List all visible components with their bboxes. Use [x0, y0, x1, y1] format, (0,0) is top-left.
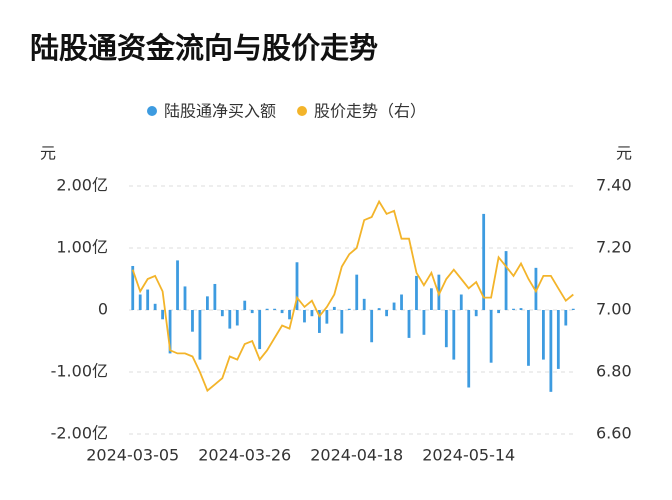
bar [168, 310, 172, 354]
bar [146, 289, 150, 310]
bar [213, 283, 217, 310]
bar [534, 267, 538, 310]
bar [206, 296, 209, 310]
bar [265, 308, 269, 310]
bar [564, 310, 568, 326]
bar [519, 308, 523, 310]
y2-tick-label: 6.60 [596, 424, 632, 443]
bar [153, 303, 157, 310]
bar [191, 310, 194, 332]
bar [228, 310, 232, 329]
bar [303, 310, 306, 323]
price-line [131, 199, 574, 393]
bar [527, 310, 530, 366]
x-tick-label: 2024-04-18 [310, 446, 403, 465]
y-tick-label: -1.00亿 [51, 362, 108, 381]
bar [183, 286, 187, 310]
bar [549, 310, 553, 392]
bar [235, 310, 239, 326]
bar [362, 298, 366, 310]
bar [504, 251, 508, 310]
bar [220, 310, 224, 317]
bar [161, 310, 164, 320]
bar [459, 294, 463, 310]
y-axis-label: 元 [40, 144, 56, 163]
bar [512, 308, 515, 310]
bar [422, 310, 426, 335]
bar [250, 310, 254, 314]
bar [176, 260, 179, 310]
y2-axis-label: 元 [616, 144, 632, 163]
bar [280, 310, 284, 314]
y2-tick-label: 7.20 [596, 238, 632, 257]
y-tick-label: 1.00亿 [56, 238, 108, 257]
bar [385, 310, 388, 317]
bar [407, 310, 411, 338]
legend-marker [147, 106, 157, 116]
y2-tick-label: 6.80 [596, 362, 632, 381]
x-tick-label: 2024-03-26 [198, 446, 291, 465]
y-tick-label: 2.00亿 [56, 176, 108, 195]
bar [467, 310, 471, 388]
bar [430, 288, 433, 310]
bar [347, 308, 351, 310]
bar [355, 274, 359, 310]
bar [497, 310, 500, 314]
bar [288, 310, 291, 320]
bar [273, 308, 276, 310]
bar [310, 310, 314, 317]
bar [556, 310, 560, 369]
x-tick-label: 2024-03-05 [86, 446, 179, 465]
y2-tick-label: 7.40 [596, 176, 632, 195]
bar [392, 302, 396, 310]
y2-tick-label: 7.00 [596, 300, 632, 319]
bar [482, 213, 486, 310]
x-tick-label: 2024-05-14 [422, 446, 515, 465]
y-tick-label: 0 [98, 300, 108, 319]
bar [370, 310, 374, 343]
bar [400, 294, 403, 310]
bar [295, 262, 299, 310]
bar [243, 300, 247, 310]
bar [542, 310, 545, 360]
legend-label: 陆股通净买入额 [164, 102, 276, 121]
bar [332, 306, 336, 310]
bar [377, 308, 381, 310]
bar [138, 294, 142, 310]
chart-title: 陆股通资金流向与股价走势 [30, 31, 378, 65]
bar [415, 275, 418, 310]
bar [258, 310, 262, 350]
bar [318, 310, 321, 333]
y-tick-label: -2.00亿 [51, 424, 108, 443]
legend-marker [297, 106, 308, 116]
bar [452, 310, 456, 360]
bar [474, 310, 478, 317]
bar [198, 310, 202, 360]
bar [325, 310, 329, 324]
bar [444, 310, 448, 348]
bar [131, 265, 135, 310]
legend-label: 股价走势（右） [314, 102, 426, 121]
bar [340, 310, 344, 334]
bar [571, 308, 575, 310]
bar [489, 310, 493, 363]
